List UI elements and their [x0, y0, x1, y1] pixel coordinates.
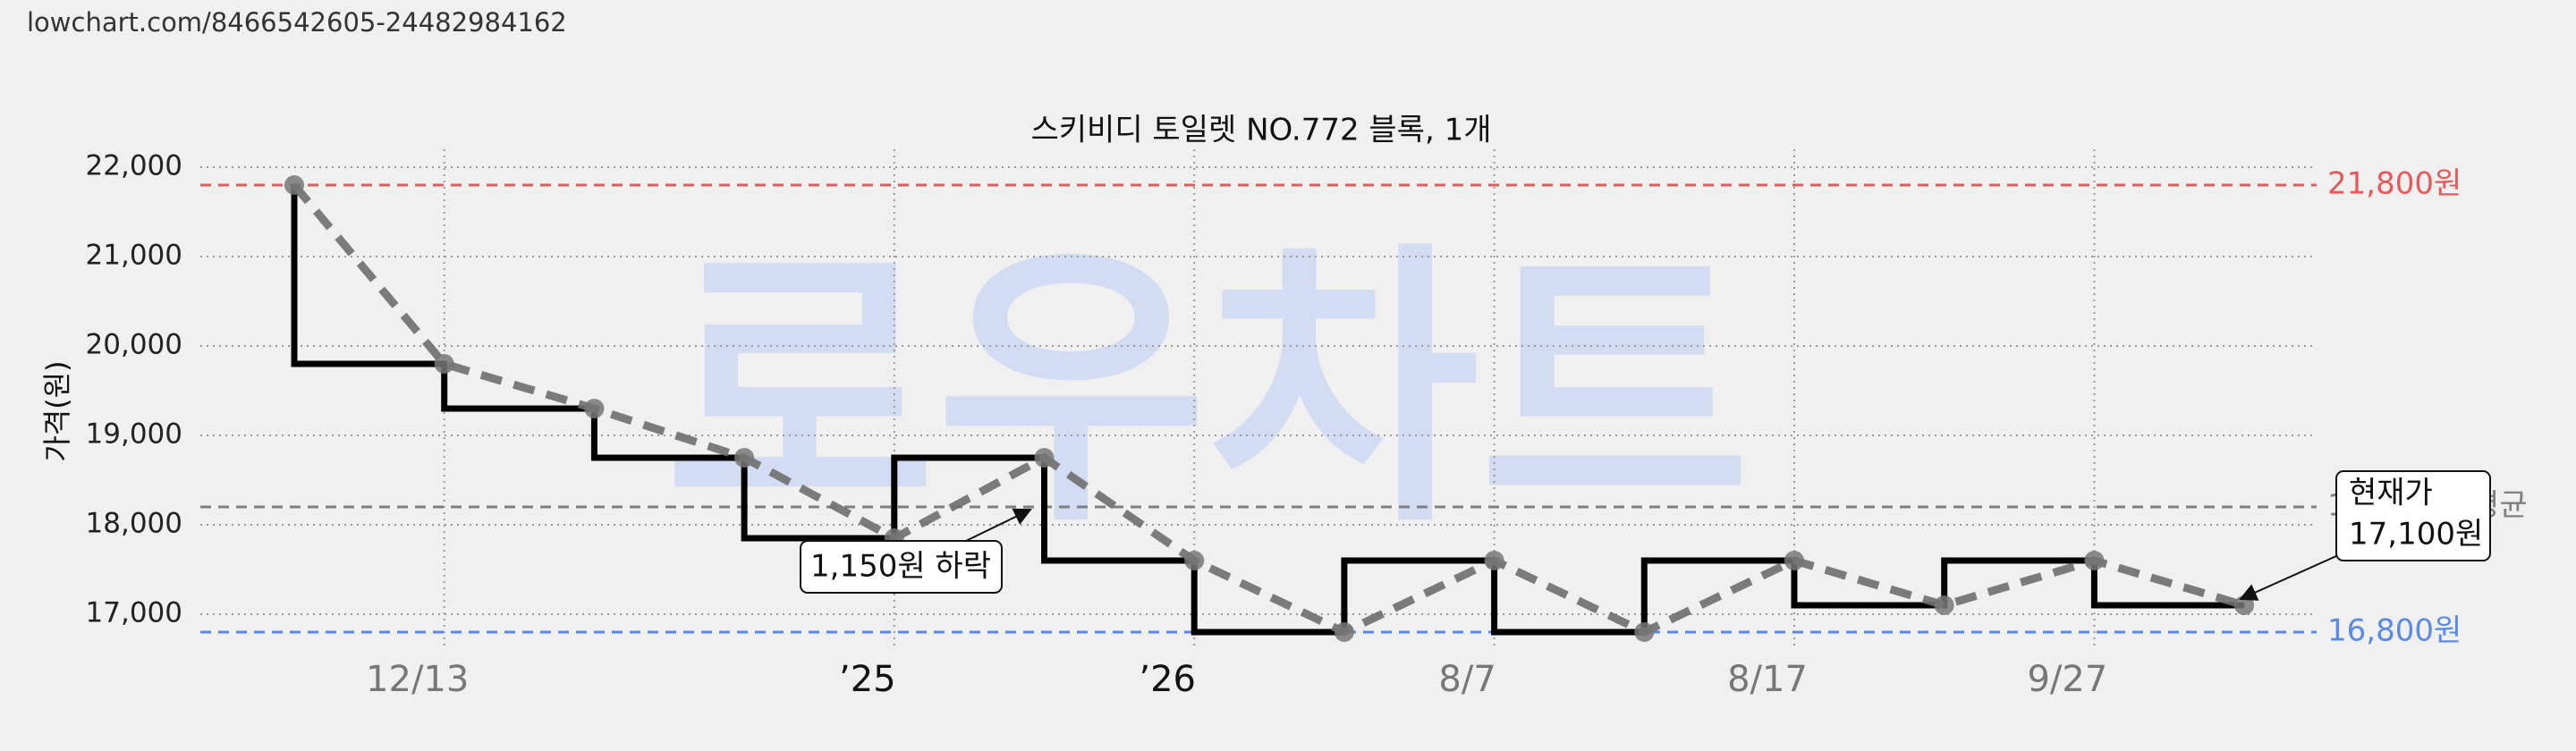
x-tick-label: 9/27: [2027, 659, 2107, 700]
annotation-box: [2335, 470, 2491, 561]
point: [434, 354, 454, 374]
x-tick-label: 8/7: [1438, 659, 1496, 700]
annotation-box: [800, 540, 1003, 594]
point: [2234, 595, 2255, 615]
url: lowchart.com/8466542605-24482984162: [27, 7, 567, 38]
point: [284, 175, 304, 195]
point: [1634, 622, 1655, 642]
watermark: 로우차트: [665, 218, 1750, 561]
point: [1484, 551, 1504, 570]
point: [584, 399, 605, 418]
x-tick-label: ’25: [839, 659, 896, 700]
y-tick-label: 17,000: [86, 597, 182, 629]
point: [1784, 551, 1804, 570]
y-tick-label: 19,000: [86, 418, 182, 451]
x-tick-label: ’26: [1139, 659, 1196, 700]
y-axis-label: 가격(원): [40, 360, 74, 461]
x-tick-label: 12/13: [366, 659, 469, 700]
point: [734, 448, 755, 468]
chart-title: 스키비디 토일렛 NO.772 블록, 1개: [1031, 113, 1492, 148]
annotation-text: 현재가: [2349, 476, 2433, 511]
annotation-text: 17,100원: [2349, 517, 2483, 553]
annotation-text: 1,150원 하락: [810, 549, 991, 585]
point: [1334, 622, 1354, 642]
reference-label: 16,800원: [2327, 613, 2462, 649]
annotation-arrow: [965, 508, 1032, 542]
point: [1034, 448, 1055, 468]
point: [1934, 595, 1954, 615]
y-tick-label: 18,000: [86, 508, 182, 540]
reference-label: 21,800원: [2327, 166, 2462, 202]
y-tick-label: 22,000: [86, 150, 182, 182]
x-tick-label: 8/17: [1727, 659, 1808, 700]
annotation-arrow: [2239, 555, 2337, 601]
y-tick-label: 20,000: [86, 329, 182, 361]
step-line: [291, 185, 2245, 636]
trend-line: [291, 182, 2246, 637]
point: [2084, 551, 2105, 570]
y-tick-label: 21,000: [86, 240, 182, 272]
point: [1184, 551, 1205, 570]
